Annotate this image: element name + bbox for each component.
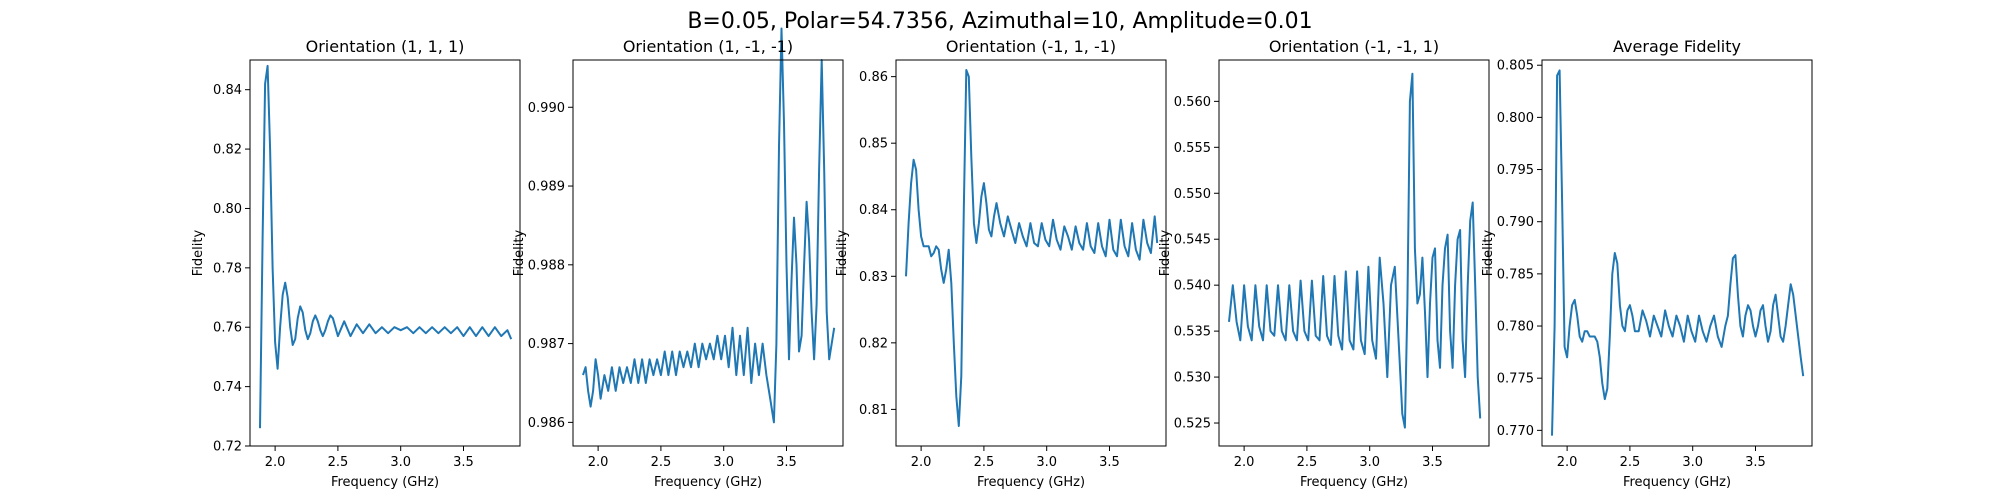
x-tick-label: 3.0 [1682,455,1703,470]
series-line-5-1 [1551,69,1805,436]
x-tick-label: 3.5 [776,455,797,470]
x-tick-label: 3.0 [713,455,734,470]
y-tick-label: 0.990 [528,101,565,116]
subplot-title: Orientation (-1, -1, 1) [1269,37,1439,56]
axes-frame [1541,59,1813,447]
subplot-title: Orientation (-1, 1, -1) [946,37,1116,56]
series-line-2-1 [582,27,836,424]
y-tick-label: 0.550 [1174,187,1211,202]
y-tick-label: 0.530 [1174,371,1211,386]
y-tick-label: 0.545 [1174,233,1211,248]
y-axis-label: Fidelity [191,229,206,276]
y-tick-label: 0.795 [1497,163,1534,178]
subplot-title: Average Fidelity [1613,37,1741,56]
y-tick-label: 0.83 [859,270,888,285]
x-tick-label: 2.5 [328,455,349,470]
y-tick-label: 0.525 [1174,417,1211,432]
y-tick-label: 0.540 [1174,279,1211,294]
axes-frame [895,59,1167,447]
subplot-4: 2.0 2.5 3.0 3.5 0.525 0.530 0.535 0.540 0.545 0.5… [1158,37,1490,490]
series-line-3-1 [905,69,1159,427]
y-axis-label: Fidelity [835,229,850,276]
x-tick-label: 2.5 [1620,455,1641,470]
x-tick-label: 2.5 [1297,455,1318,470]
x-axis-label: Frequency (GHz) [331,475,439,490]
x-tick-label: 3.5 [1099,455,1120,470]
y-tick-label: 0.74 [213,380,242,395]
y-tick-label: 0.82 [859,336,888,351]
figure-suptitle: B=0.05, Polar=54.7356, Azimuthal=10, Amp… [687,9,1312,34]
y-tick-label: 0.81 [859,403,888,418]
x-axis-label: Frequency (GHz) [1623,475,1731,490]
y-tick-label: 0.84 [859,203,888,218]
y-tick-label: 0.805 [1497,59,1534,74]
subplot-1: 2.0 2.5 3.0 3.5 0.72 0.74 0.76 0.78 0.80 0.82 0.84… [191,37,521,490]
x-tick-label: 2.0 [588,455,609,470]
x-tick-label: 3.5 [1422,455,1443,470]
y-tick-label: 0.785 [1497,267,1534,282]
subplot-3: 2.0 2.5 3.0 3.5 0.81 0.82 0.83 0.84 0.85 0.86 Orie… [835,37,1167,490]
y-tick-label: 0.986 [528,416,565,431]
x-axis-label: Frequency (GHz) [1300,475,1408,490]
x-axis-label: Frequency (GHz) [977,475,1085,490]
y-tick-label: 0.555 [1174,141,1211,156]
axes-frame [249,59,521,447]
series-line-1-1 [259,64,513,429]
y-tick-label: 0.84 [213,83,242,98]
y-tick-label: 0.989 [528,180,565,195]
subplot-2: 2.0 2.5 3.0 3.5 0.986 0.987 0.988 0.989 0.990 Ori… [512,27,844,490]
y-tick-label: 0.80 [213,202,242,217]
x-tick-label: 3.0 [390,455,411,470]
x-axis-label: Frequency (GHz) [654,475,762,490]
x-tick-label: 3.5 [453,455,474,470]
axes-frame [572,59,844,447]
x-tick-label: 2.5 [651,455,672,470]
y-tick-label: 0.86 [859,70,888,85]
x-tick-label: 3.0 [1036,455,1057,470]
x-tick-label: 3.0 [1359,455,1380,470]
y-tick-label: 0.780 [1497,320,1534,335]
x-tick-label: 2.0 [265,455,286,470]
subplot-title: Orientation (1, -1, -1) [623,37,793,56]
y-tick-label: 0.800 [1497,111,1534,126]
x-tick-label: 2.0 [1557,455,1578,470]
y-tick-label: 0.770 [1497,424,1534,439]
series-line-4-1 [1228,72,1482,429]
y-tick-label: 0.82 [213,143,242,158]
y-tick-label: 0.560 [1174,95,1211,110]
y-tick-label: 0.987 [528,337,565,352]
y-axis-label: Fidelity [1158,229,1173,276]
y-axis-label: Fidelity [512,229,527,276]
y-tick-label: 0.85 [859,137,888,152]
x-tick-label: 2.0 [911,455,932,470]
x-tick-label: 3.5 [1745,455,1766,470]
y-tick-label: 0.72 [213,440,242,455]
y-tick-label: 0.775 [1497,372,1534,387]
subplot-5: 2.0 2.5 3.0 3.5 0.770 0.775 0.780 0.785 0.790 0.7… [1481,37,1813,490]
y-tick-label: 0.78 [213,261,242,276]
axes-frame [1218,59,1490,447]
x-tick-label: 2.5 [974,455,995,470]
y-tick-label: 0.76 [213,321,242,336]
y-axis-label: Fidelity [1481,229,1496,276]
x-tick-label: 2.0 [1234,455,1255,470]
y-tick-label: 0.790 [1497,215,1534,230]
y-tick-label: 0.535 [1174,325,1211,340]
subplot-title: Orientation (1, 1, 1) [306,37,465,56]
y-tick-label: 0.988 [528,258,565,273]
